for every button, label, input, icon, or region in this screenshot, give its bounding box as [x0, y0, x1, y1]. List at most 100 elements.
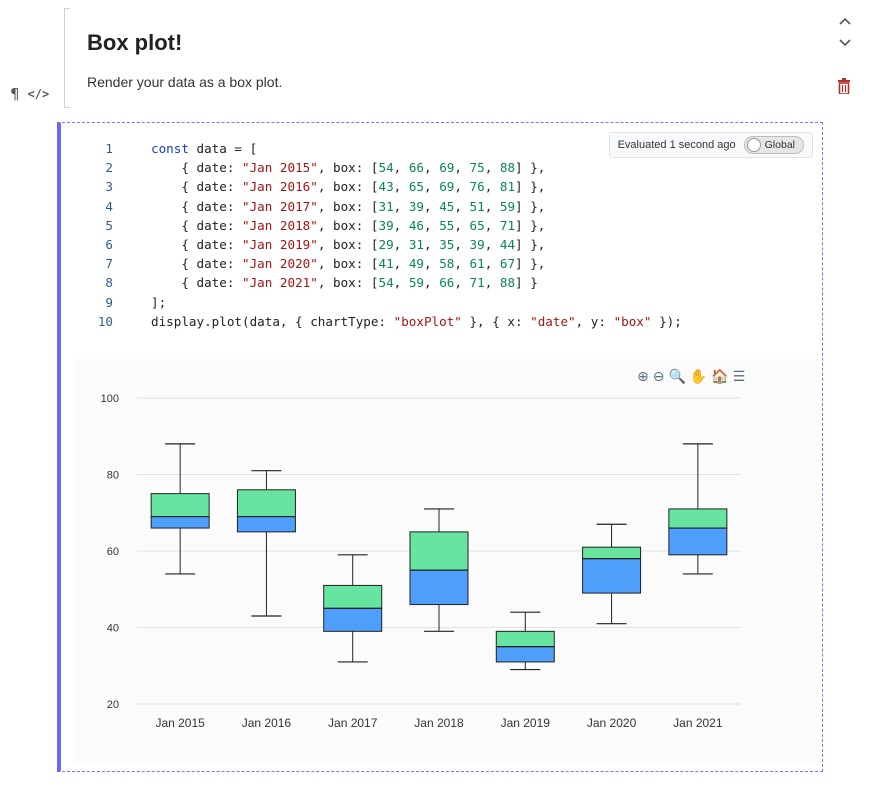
code-token: 61 [469, 256, 485, 272]
code-token: { date: [151, 179, 242, 195]
code-token: 54 [378, 160, 394, 176]
line-number: 5 [105, 217, 113, 233]
code-token: 66 [408, 160, 425, 176]
menu-icon[interactable]: ☰ [732, 369, 746, 385]
code-token: 65 [408, 179, 425, 195]
code-token: , [484, 256, 500, 272]
code-icon[interactable]: </> [27, 87, 50, 101]
code-token: , box: [ [317, 160, 379, 176]
y-tick-label: 20 [107, 699, 119, 711]
code-token: ] }, [515, 160, 546, 176]
markdown-title: Box plot! [87, 30, 183, 55]
code-text: { date: "Jan 2021", box: [54, 59, 66, 71… [151, 273, 537, 292]
code-token: "date" [530, 313, 576, 329]
code-line: 7 { date: "Jan 2020", box: [41, 49, 58, … [79, 254, 682, 273]
home-reset-icon[interactable]: 🏠 [711, 369, 729, 385]
code-token: , box: [ [317, 237, 379, 253]
plot-output: ⊕ ⊖ 🔍 ✋ 🏠 ☰ 20 40 60 80 100 Jan 2015 Jan 2016 J… [75, 359, 819, 763]
code-token: , [454, 256, 470, 272]
code-token: "Jan 2015" [242, 160, 318, 176]
code-token: , [454, 217, 470, 233]
line-number: 4 [105, 198, 113, 214]
zoom-in-icon[interactable]: ⊕ [637, 369, 649, 385]
code-token: , [424, 256, 440, 272]
code-token: 55 [439, 217, 455, 233]
code-token: ] }, [515, 179, 546, 195]
box-upper [323, 584, 383, 609]
code-token: ]; [151, 294, 167, 310]
code-token: }, { x: [461, 313, 531, 329]
code-token: "Jan 2017" [242, 198, 318, 214]
box-lower [668, 527, 728, 556]
code-token: , box: [ [317, 275, 379, 291]
code-token: , [484, 160, 500, 176]
line-number: 7 [105, 256, 113, 272]
chevron-down-icon[interactable] [839, 36, 851, 51]
box-upper [495, 630, 555, 648]
x-tick-label: Jan 2016 [242, 716, 292, 730]
pan-hand-icon[interactable]: ✋ [689, 369, 708, 385]
code-text: { date: "Jan 2016", box: [43, 65, 69, 76… [151, 177, 545, 196]
code-token: 69 [439, 179, 455, 195]
code-token: "Jan 2020" [242, 256, 318, 272]
code-editor[interactable]: 1 const data = [2 { date: "Jan 2015", box… [61, 123, 821, 355]
code-token: , [454, 160, 470, 176]
code-token: display.plot(data, { chartType: [151, 313, 394, 329]
code-token: 49 [408, 256, 425, 272]
code-token: 45 [439, 198, 455, 214]
global-toggle[interactable]: Global [743, 136, 804, 154]
code-token: 39 [469, 237, 485, 253]
line-number: 8 [105, 275, 113, 291]
code-token: 66 [439, 275, 455, 291]
eval-status-badge: Evaluated 1 second ago Global [608, 132, 813, 158]
zoom-out-icon[interactable]: ⊖ [652, 369, 665, 385]
line-number: 9 [105, 294, 113, 310]
code-token: , box: [ [317, 256, 379, 272]
chevron-up-icon[interactable] [839, 14, 851, 29]
code-token: "Jan 2018" [242, 217, 318, 233]
code-token: 44 [499, 237, 516, 253]
code-text: display.plot(data, { chartType: "boxPlot… [151, 312, 682, 331]
code-token: "boxPlot" [393, 313, 462, 329]
code-token: "Jan 2021" [242, 275, 318, 291]
code-token: 39 [378, 217, 394, 233]
x-tick-label: Jan 2015 [155, 716, 205, 730]
code-token: ] }, [515, 256, 546, 272]
code-token: 88 [499, 275, 516, 291]
global-toggle-label: Global [764, 139, 795, 151]
code-token: 67 [499, 256, 516, 272]
code-token: 35 [439, 237, 455, 253]
code-token: , [393, 198, 409, 214]
code-token: , [454, 275, 470, 291]
code-token: , [393, 275, 409, 291]
code-token: { date: [151, 256, 242, 272]
markdown-cell[interactable]: Box plot! Render your data as a box plot… [64, 8, 825, 108]
markdown-text: Render your data as a box plot. [87, 74, 283, 90]
code-token: , box: [ [317, 198, 379, 214]
code-token: { date: [151, 217, 242, 233]
code-token: 81 [499, 179, 516, 195]
y-tick-label: 80 [107, 470, 119, 482]
code-text: { date: "Jan 2019", box: [29, 31, 35, 39… [151, 235, 545, 254]
code-token: }); [651, 313, 682, 329]
code-text: const data = [ [151, 139, 257, 158]
code-token: , [393, 160, 409, 176]
zoom-selection-icon[interactable]: 🔍 [668, 369, 686, 385]
code-token: , [393, 217, 409, 233]
line-number: 2 [105, 160, 113, 176]
code-token: "Jan 2019" [242, 237, 318, 253]
code-token: 59 [499, 198, 516, 214]
code-token: { date: [151, 198, 242, 214]
code-line: 9]; [79, 293, 682, 312]
x-tick-label: Jan 2019 [501, 716, 551, 730]
code-token: 65 [469, 217, 485, 233]
trash-icon[interactable] [837, 78, 851, 98]
code-token: 46 [408, 217, 425, 233]
paragraph-icon[interactable]: ¶ [10, 85, 20, 103]
code-token: { date: [151, 160, 242, 176]
code-cell[interactable]: 1 const data = [2 { date: "Jan 2015", box… [57, 122, 823, 772]
code-lines: 1 const data = [2 { date: "Jan 2015", box… [79, 139, 682, 331]
code-token: 54 [378, 275, 394, 291]
code-token: 71 [469, 275, 485, 291]
code-token: 76 [469, 179, 485, 195]
